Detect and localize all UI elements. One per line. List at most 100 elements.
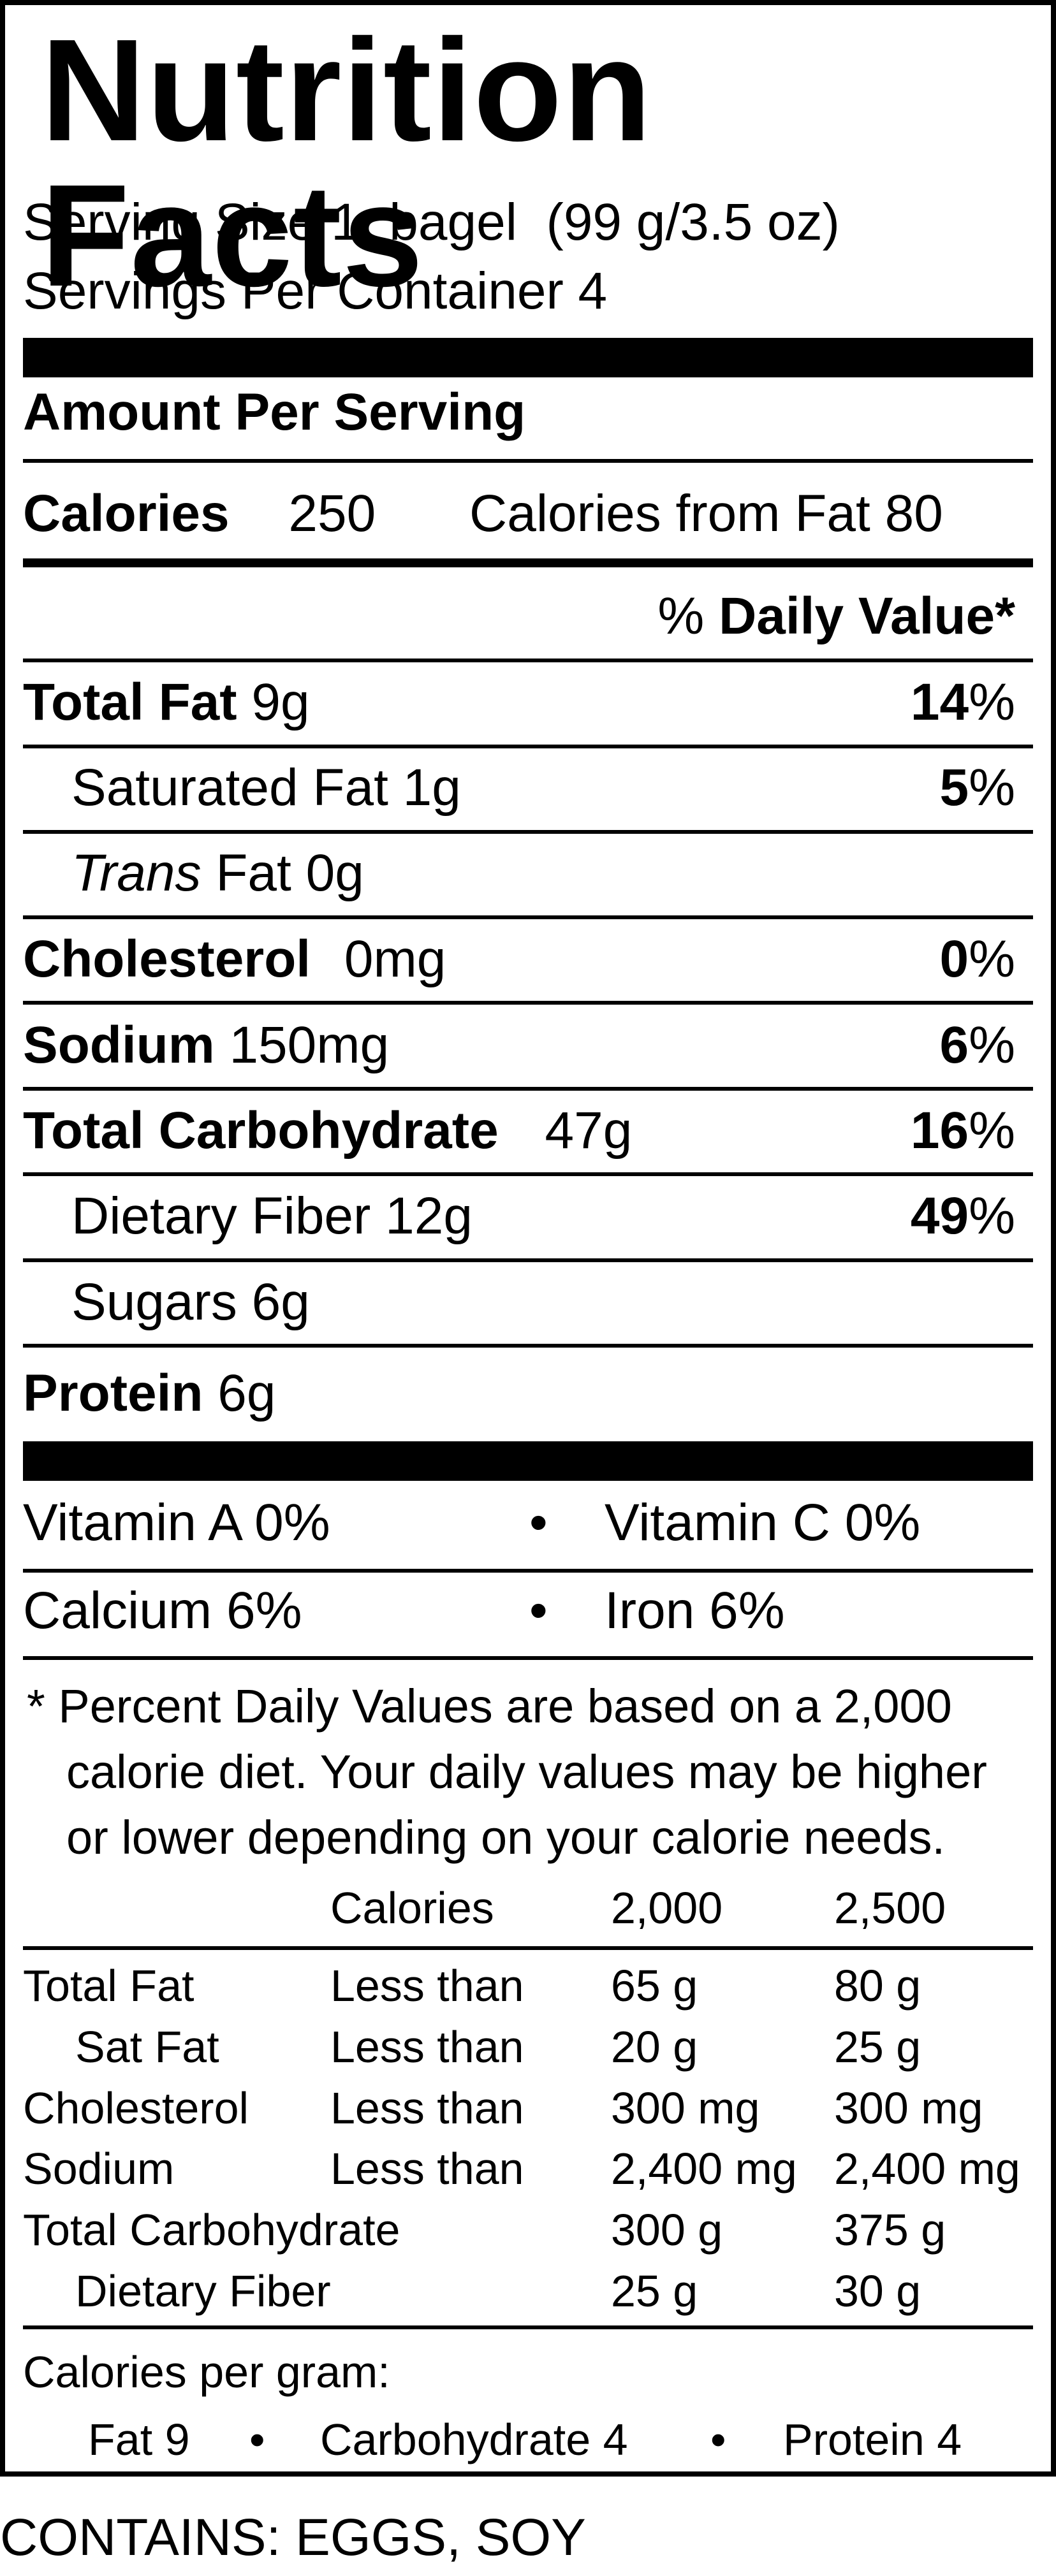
dv-row-label: Dietary Fiber bbox=[75, 2266, 331, 2316]
pct-sign: % bbox=[969, 759, 1015, 817]
nutrient-dietary-fiber-pct: 49% bbox=[911, 1190, 1015, 1242]
nutrient-cholesterol: Cholesterol 0mg bbox=[23, 933, 446, 986]
nutrient-pct: 16 bbox=[910, 1102, 969, 1160]
rule-row bbox=[23, 1344, 1033, 1348]
calories-row: Calories 250 bbox=[23, 488, 376, 540]
nutrition-label: Nutrition Facts Serving Size 1 bagel (99… bbox=[0, 0, 1056, 2477]
nutrient-amount: 47g bbox=[545, 1102, 633, 1160]
nutrient-label: Sugars bbox=[71, 1273, 237, 1331]
bullet-icon: • bbox=[710, 2415, 726, 2464]
dv-row-2500: 30 g bbox=[834, 2266, 921, 2316]
nutrient-amount: 150mg bbox=[229, 1016, 390, 1074]
vitamin-a: Vitamin A 0% bbox=[23, 1497, 330, 1549]
nutrient-pct: 5 bbox=[939, 759, 969, 817]
pct-sign: % bbox=[969, 930, 1015, 988]
dv-header-calories: Calories bbox=[330, 1883, 494, 1933]
rule-row bbox=[23, 1258, 1033, 1262]
label-title: Nutrition Facts bbox=[41, 10, 652, 317]
rule-row bbox=[23, 915, 1033, 919]
dv-row-2000: 300 g bbox=[611, 2205, 723, 2255]
rule-row bbox=[23, 1569, 1033, 1573]
calories-per-gram-label: Calories per gram: bbox=[23, 2347, 390, 2397]
calories-from-fat: Calories from Fat 80 bbox=[469, 488, 943, 540]
vitamin-label: Calcium bbox=[23, 1582, 212, 1640]
nutrient-label: Fat bbox=[216, 844, 291, 902]
nutrient-amount: 12g bbox=[385, 1187, 473, 1245]
dv-row-2000: 2,400 mg bbox=[611, 2144, 797, 2194]
nutrient-sodium: Sodium 150mg bbox=[23, 1019, 389, 1072]
dv-row-2000: 20 g bbox=[611, 2022, 698, 2072]
trans-italic: Trans bbox=[71, 844, 202, 902]
dv-row-label: Cholesterol bbox=[23, 2083, 249, 2133]
servings-per-container: Servings Per Container 4 bbox=[23, 265, 607, 317]
footnote-line-2: calorie diet. Your daily values may be h… bbox=[66, 1745, 987, 1798]
nutrient-total-fat: Total Fat 9g bbox=[23, 676, 310, 729]
pct-sign: % bbox=[969, 673, 1015, 731]
nutrient-saturated-fat-pct: 5% bbox=[939, 762, 1015, 814]
nutrient-dietary-fiber: Dietary Fiber 12g bbox=[71, 1190, 473, 1242]
dv-row-2000: 65 g bbox=[611, 1961, 698, 2011]
calcium: Calcium 6% bbox=[23, 1585, 302, 1637]
dv-row-label: Total Carbohydrate bbox=[23, 2205, 400, 2255]
nutrient-protein: Protein 6g bbox=[23, 1367, 276, 1420]
dv-row-label: Total Fat bbox=[23, 1961, 194, 2011]
nutrient-amount: 9g bbox=[251, 673, 310, 731]
dv-row-2500: 375 g bbox=[834, 2205, 946, 2255]
serving-size: Serving Size 1 bagel (99 g/3.5 oz) bbox=[23, 196, 840, 249]
dv-row-limit: Less than bbox=[330, 2083, 524, 2133]
vitamin-value: 6% bbox=[709, 1582, 785, 1640]
rule-row bbox=[23, 745, 1033, 748]
nutrient-pct: 6 bbox=[939, 1016, 969, 1074]
nutrient-label: Dietary Fiber bbox=[71, 1187, 371, 1245]
dv-row-2000: 25 g bbox=[611, 2266, 698, 2316]
pct-sign: % bbox=[969, 1187, 1015, 1245]
daily-value-pct: % bbox=[657, 587, 705, 645]
pct-sign: % bbox=[969, 1102, 1015, 1160]
dv-row-2500: 25 g bbox=[834, 2022, 921, 2072]
nutrient-sodium-pct: 6% bbox=[939, 1019, 1015, 1072]
dv-row-2500: 300 mg bbox=[834, 2083, 983, 2133]
rule-row bbox=[23, 830, 1033, 834]
dv-row-2500: 80 g bbox=[834, 1961, 921, 2011]
dv-row-limit: Less than bbox=[330, 1961, 524, 2011]
nutrient-amount: 0g bbox=[305, 844, 364, 902]
nutrient-amount: 6g bbox=[251, 1273, 310, 1331]
nutrient-total-fat-pct: 14% bbox=[911, 676, 1015, 729]
dv-row-label: Sat Fat bbox=[75, 2022, 219, 2072]
servings-per-container-value: 4 bbox=[578, 262, 608, 320]
calories-from-fat-value: 80 bbox=[884, 484, 943, 542]
dv-row-limit: Less than bbox=[330, 2144, 524, 2194]
nutrient-trans-fat: Trans Fat 0g bbox=[71, 847, 364, 899]
allergen-statement: CONTAINS: EGGS, SOY bbox=[0, 2508, 586, 2566]
serving-size-value: 1 bagel (99 g/3.5 oz) bbox=[331, 193, 840, 251]
nutrient-amount: 1g bbox=[402, 759, 461, 817]
nutrient-label: Sodium bbox=[23, 1016, 215, 1074]
daily-value-text: Daily Value* bbox=[719, 587, 1015, 645]
cpg-fat: Fat 9 bbox=[88, 2415, 190, 2464]
vitamin-value: 0% bbox=[844, 1494, 921, 1552]
rule-row bbox=[23, 1172, 1033, 1176]
calories-label: Calories bbox=[23, 484, 230, 542]
nutrient-pct: 49 bbox=[910, 1187, 969, 1245]
vitamin-c: Vitamin C 0% bbox=[605, 1497, 920, 1549]
daily-value-header: % Daily Value* bbox=[657, 590, 1015, 643]
dv-row-limit: Less than bbox=[330, 2022, 524, 2072]
thick-rule-1 bbox=[23, 338, 1033, 377]
nutrient-pct: 0 bbox=[939, 930, 969, 988]
rule-row bbox=[23, 1656, 1033, 1660]
cpg-protein: Protein 4 bbox=[783, 2415, 962, 2464]
serving-size-label: Serving Size bbox=[23, 193, 317, 251]
nutrient-label: Total Carbohydrate bbox=[23, 1102, 499, 1160]
rule-below-amount bbox=[23, 459, 1033, 463]
dv-header-2000: 2,000 bbox=[611, 1883, 723, 1933]
nutrient-amount: 6g bbox=[217, 1364, 276, 1422]
iron: Iron 6% bbox=[605, 1585, 785, 1637]
vitamin-value: 0% bbox=[254, 1494, 330, 1552]
amount-per-serving: Amount Per Serving bbox=[23, 383, 526, 441]
nutrient-label: Cholesterol bbox=[23, 930, 311, 988]
thick-rule-2 bbox=[23, 1441, 1033, 1481]
calories-from-fat-label: Calories from Fat bbox=[469, 484, 870, 542]
servings-per-container-label: Servings Per Container bbox=[23, 262, 564, 320]
nutrient-saturated-fat: Saturated Fat 1g bbox=[71, 762, 461, 814]
calories-value: 250 bbox=[288, 484, 376, 542]
